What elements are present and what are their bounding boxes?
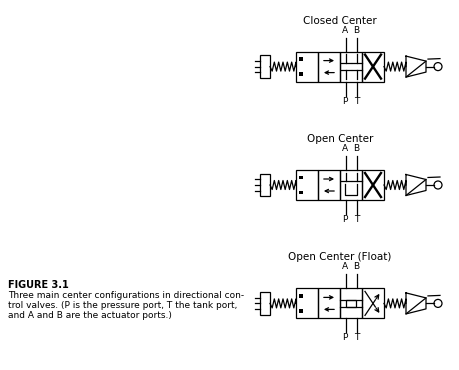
Bar	[362, 288, 384, 319]
Text: FIGURE 3.1: FIGURE 3.1	[8, 280, 69, 290]
Text: Open Center: Open Center	[307, 134, 373, 144]
Bar	[260, 292, 270, 314]
Text: A: A	[341, 262, 347, 272]
Text: P: P	[342, 215, 348, 224]
Bar	[260, 174, 270, 196]
Text: trol valves. (P is the pressure port, T the tank port,: trol valves. (P is the pressure port, T …	[8, 301, 237, 310]
Bar	[296, 288, 318, 319]
Bar	[296, 51, 318, 82]
Text: A: A	[341, 144, 347, 153]
Text: Three main center configurations in directional con-: Three main center configurations in dire…	[8, 291, 244, 300]
Bar	[299, 309, 302, 313]
Text: P: P	[342, 333, 348, 342]
Bar	[299, 176, 302, 179]
Text: B: B	[353, 262, 359, 272]
Bar	[299, 191, 302, 194]
Text: Closed Center: Closed Center	[303, 16, 377, 26]
Bar	[318, 170, 340, 200]
Text: T: T	[354, 333, 360, 342]
Bar	[340, 288, 362, 319]
Bar	[340, 51, 362, 82]
Bar	[299, 57, 302, 61]
Bar	[299, 294, 302, 297]
Text: B: B	[353, 144, 359, 153]
Bar	[346, 300, 356, 307]
Text: T: T	[354, 97, 360, 105]
Bar	[362, 51, 384, 82]
Text: B: B	[353, 26, 359, 35]
Text: T: T	[354, 215, 360, 224]
Bar	[296, 170, 318, 200]
Text: Open Center (Float): Open Center (Float)	[288, 252, 392, 262]
Bar	[362, 170, 384, 200]
Bar	[260, 56, 270, 78]
Bar	[318, 288, 340, 319]
Text: and A and B are the actuator ports.): and A and B are the actuator ports.)	[8, 311, 172, 320]
Bar	[340, 170, 362, 200]
Text: A: A	[341, 26, 347, 35]
Bar	[299, 73, 302, 76]
Bar	[318, 51, 340, 82]
Text: P: P	[342, 97, 348, 105]
